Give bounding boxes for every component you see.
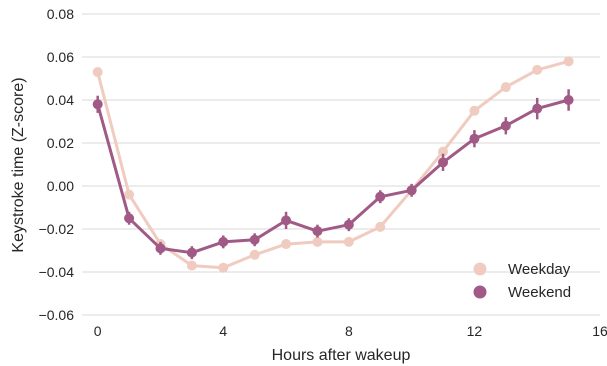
data-point [124, 189, 135, 200]
data-point [375, 221, 386, 232]
data-point [218, 262, 229, 273]
legend-label-weekday: Weekday [508, 261, 571, 278]
y-tick-label: −0.04 [39, 264, 75, 280]
data-point [249, 249, 260, 260]
y-tick-label: −0.06 [39, 307, 75, 323]
legend-marker-weekday [473, 262, 487, 276]
x-tick-label: 4 [219, 323, 227, 339]
data-point [124, 213, 135, 224]
data-point [438, 157, 449, 168]
data-point [563, 95, 574, 105]
x-tick-label: 8 [345, 323, 353, 339]
series-line-weekend [96, 98, 571, 255]
data-point [438, 146, 449, 157]
data-point [532, 103, 543, 114]
y-axis-title: Keystroke time (Z-score) [10, 77, 27, 252]
data-point [469, 133, 480, 144]
y-tick-label: 0.00 [47, 178, 74, 194]
x-tick-labels: 0 4 8 12 16 [94, 323, 607, 339]
data-point [500, 120, 511, 131]
series-weekday [92, 56, 574, 273]
data-point [92, 99, 103, 110]
data-point [155, 243, 166, 254]
y-tick-labels: −0.06 −0.04 −0.02 0.00 0.02 0.04 0.06 0.08 [39, 6, 75, 323]
y-tick-label: 0.04 [47, 92, 74, 108]
data-point [281, 239, 292, 250]
x-axis-title: Hours after wakeup [272, 347, 411, 364]
data-point [281, 215, 292, 226]
data-point [406, 185, 417, 196]
y-tick-label: 0.02 [47, 135, 74, 151]
legend: Weekday Weekend [473, 261, 571, 301]
x-tick-label: 0 [94, 323, 102, 339]
y-tick-label: 0.06 [47, 49, 74, 65]
legend-marker-weekend [473, 285, 487, 299]
data-point [312, 236, 323, 247]
data-point [500, 82, 511, 93]
data-point [92, 67, 103, 78]
series-line-weekday [96, 59, 571, 270]
y-tick-label: 0.08 [47, 6, 74, 22]
data-point [186, 247, 197, 258]
data-point [343, 219, 354, 230]
data-point [249, 234, 260, 245]
data-point [218, 236, 229, 247]
data-point [469, 105, 480, 116]
series-weekend [92, 89, 574, 260]
series-layer [92, 56, 574, 273]
data-point [563, 56, 574, 67]
y-gridlines [82, 13, 600, 316]
data-point [532, 64, 543, 75]
legend-label-weekend: Weekend [508, 284, 571, 301]
x-tick-label: 16 [592, 323, 607, 339]
data-point [186, 260, 197, 271]
data-point [343, 236, 354, 247]
data-point [375, 191, 386, 202]
x-tick-label: 12 [467, 323, 483, 339]
data-point [312, 226, 323, 237]
y-tick-label: −0.02 [39, 221, 75, 237]
